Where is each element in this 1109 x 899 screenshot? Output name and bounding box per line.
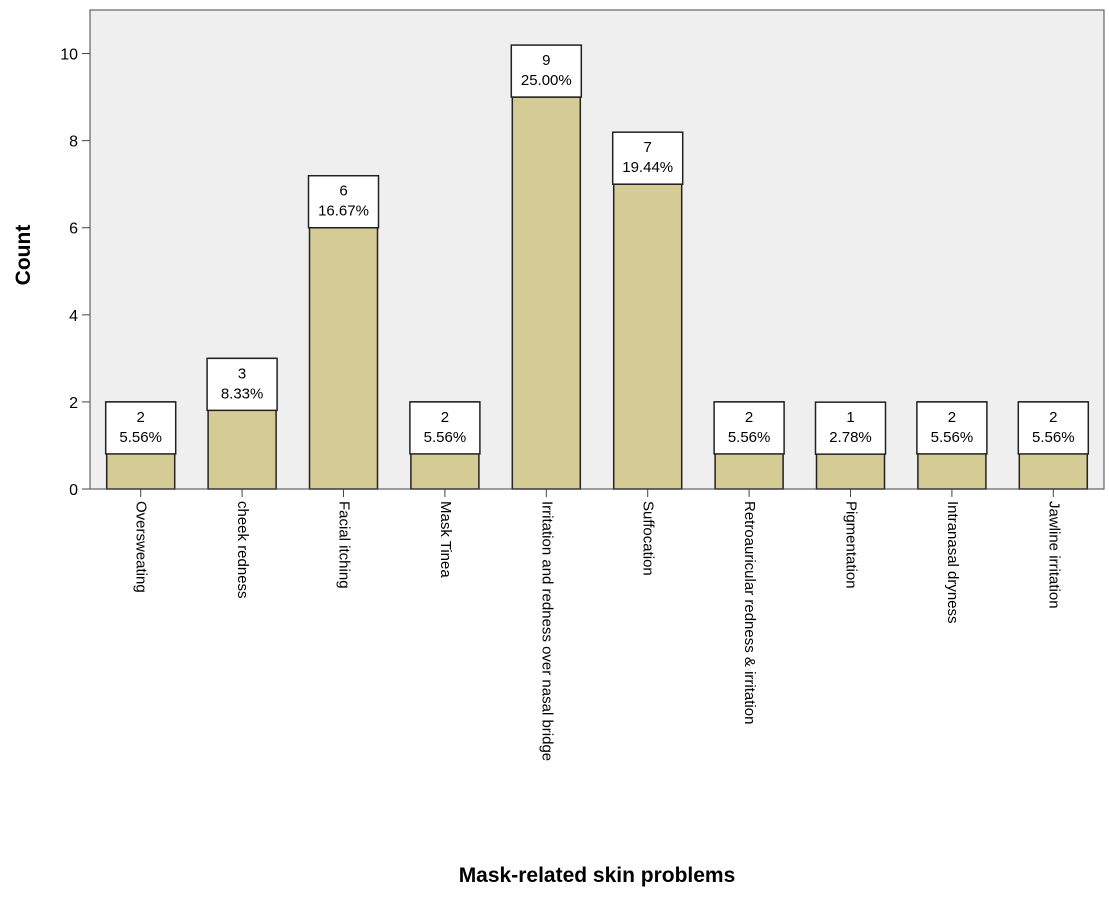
value-label-percent: 5.56%	[1032, 429, 1075, 446]
x-tick-label: Mask Tinea	[437, 501, 454, 578]
value-label-box	[814, 401, 887, 455]
value-label-percent: 5.56%	[728, 429, 771, 446]
value-label-count: 2	[745, 409, 753, 426]
x-tick-label: Suffocation	[640, 501, 657, 576]
value-label-box	[611, 131, 684, 185]
x-tick-label: Oversweating	[133, 501, 150, 593]
bar	[308, 226, 379, 490]
value-label-box	[409, 401, 481, 455]
value-label-count: 3	[238, 365, 246, 382]
x-tick-label: cheek redness	[234, 501, 251, 599]
x-tick-label: Retroauricular redness & irritation	[741, 501, 758, 724]
value-label-box	[916, 401, 988, 455]
x-tick-label: Intranasal dryness	[944, 501, 961, 624]
value-label-count: 2	[137, 409, 145, 426]
value-label-box	[713, 401, 785, 455]
value-label-count: 9	[542, 52, 550, 69]
y-axis-title: Count	[12, 225, 35, 286]
value-label-count: 2	[948, 409, 956, 426]
x-tick-label: Facial itching	[336, 501, 353, 589]
x-tick-label: Jawline irritation	[1045, 501, 1062, 609]
value-label-percent: 5.56%	[424, 429, 467, 446]
value-label-percent: 25.00%	[521, 72, 572, 89]
x-tick-label: Irritation and redness over nasal bridge	[538, 501, 555, 761]
x-axis-title: Mask-related skin problems	[459, 864, 736, 887]
value-label-percent: 2.78%	[829, 429, 872, 446]
value-label-count: 1	[846, 409, 854, 426]
value-label-count: 2	[1049, 409, 1057, 426]
y-tick-label: 2	[69, 395, 78, 412]
value-label-box	[104, 401, 177, 455]
value-label-percent: 19.44%	[622, 159, 673, 176]
value-label-count: 7	[644, 139, 652, 156]
y-tick-label: 10	[60, 47, 78, 64]
value-label-box	[510, 44, 583, 98]
value-label-percent: 5.56%	[931, 429, 974, 446]
bar	[612, 183, 683, 490]
x-axis: Oversweating cheek redness Facial itching M…	[90, 488, 1104, 761]
value-label-percent: 8.33%	[221, 385, 264, 402]
value-label-box	[1017, 401, 1090, 455]
value-label-count: 6	[339, 183, 347, 200]
value-label-count: 2	[441, 409, 449, 426]
y-axis: 0 2 4 6 8 10	[60, 10, 91, 499]
value-label-percent: 5.56%	[119, 429, 162, 446]
bar	[511, 96, 582, 490]
value-labels-group: 2 5.56% 3 8.33% 6 16.67% 2 5.56% 9 25.00% 7 19.44% 2…	[104, 44, 1090, 455]
value-label-box	[307, 174, 380, 229]
x-tick-label: Pigmentation	[843, 501, 860, 589]
y-tick-label: 4	[69, 308, 78, 325]
y-tick-label: 8	[69, 134, 78, 151]
value-label-percent: 16.67%	[318, 203, 369, 220]
y-tick-label: 0	[69, 482, 78, 499]
y-tick-label: 6	[69, 221, 78, 238]
value-label-box	[206, 357, 278, 412]
